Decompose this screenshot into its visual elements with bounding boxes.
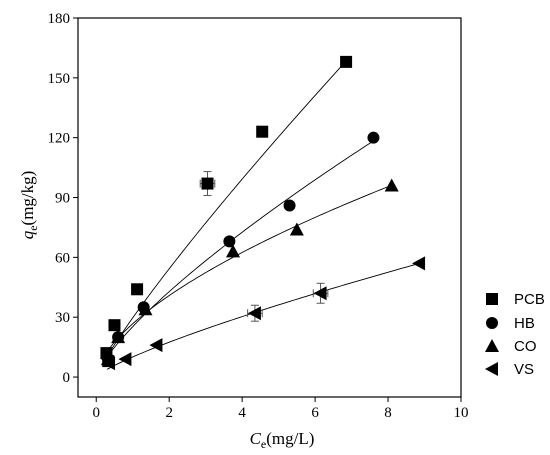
y-axis-title: qe(mg/kg) xyxy=(18,171,40,240)
data-point-pcb xyxy=(131,283,144,296)
data-point-vs xyxy=(313,286,327,301)
fit-curves xyxy=(103,60,420,370)
x-tick-label: 10 xyxy=(454,405,469,421)
legend-label-pcb: PCB xyxy=(514,291,545,308)
data-point-pcb xyxy=(340,55,353,68)
legend-label-hb: HB xyxy=(514,315,535,332)
y-tick-label: 150 xyxy=(48,71,71,87)
legend-marker-hb xyxy=(486,317,498,329)
fit-curve-hb xyxy=(103,140,374,363)
data-point-pcb xyxy=(201,177,214,190)
data-point-co xyxy=(384,178,399,192)
data-point-hb xyxy=(223,235,236,248)
y-tick-label: 60 xyxy=(55,250,70,266)
data-point-pcb xyxy=(108,319,121,332)
legend-marker-pcb xyxy=(486,293,498,305)
y-tick-label: 120 xyxy=(48,131,71,147)
legend-label-vs: VS xyxy=(514,361,534,378)
x-axis-title: Ce(mg/L) xyxy=(250,429,315,451)
x-axis-ticks: 0 2 4 6 8 10 xyxy=(92,397,469,421)
fit-curve-co xyxy=(103,184,392,358)
y-tick-label: 90 xyxy=(55,191,70,207)
data-point-vs xyxy=(118,352,132,367)
x-tick-label: 2 xyxy=(165,405,173,421)
x-tick-label: 0 xyxy=(92,405,100,421)
data-point-co xyxy=(226,244,241,258)
data-point-hb xyxy=(283,199,296,212)
y-tick-label: 180 xyxy=(48,11,71,27)
data-point-co xyxy=(111,330,126,344)
plot-frame xyxy=(77,17,462,398)
x-tick-label: 6 xyxy=(311,405,319,421)
legend-marker-vs xyxy=(485,362,498,376)
fit-curve-vs xyxy=(106,263,420,370)
y-axis-ticks: 0 30 60 90 120 150 180 xyxy=(48,11,78,386)
legend: PCB HB CO VS xyxy=(485,291,545,378)
data-point-hb xyxy=(367,131,380,144)
legend-marker-co xyxy=(485,339,499,352)
data-point-vs xyxy=(102,356,116,371)
x-tick-label: 4 xyxy=(238,405,246,421)
data-point-pcb xyxy=(256,125,269,138)
data-point-vs xyxy=(247,306,261,321)
legend-label-co: CO xyxy=(514,338,537,355)
data-point-co xyxy=(289,222,304,236)
x-tick-label: 8 xyxy=(384,405,392,421)
data-point-vs xyxy=(149,338,163,353)
y-tick-label: 30 xyxy=(55,310,70,326)
data-point-vs xyxy=(412,256,426,271)
data-point-co xyxy=(138,302,153,316)
y-tick-label: 0 xyxy=(63,370,71,386)
data-markers xyxy=(100,55,426,371)
